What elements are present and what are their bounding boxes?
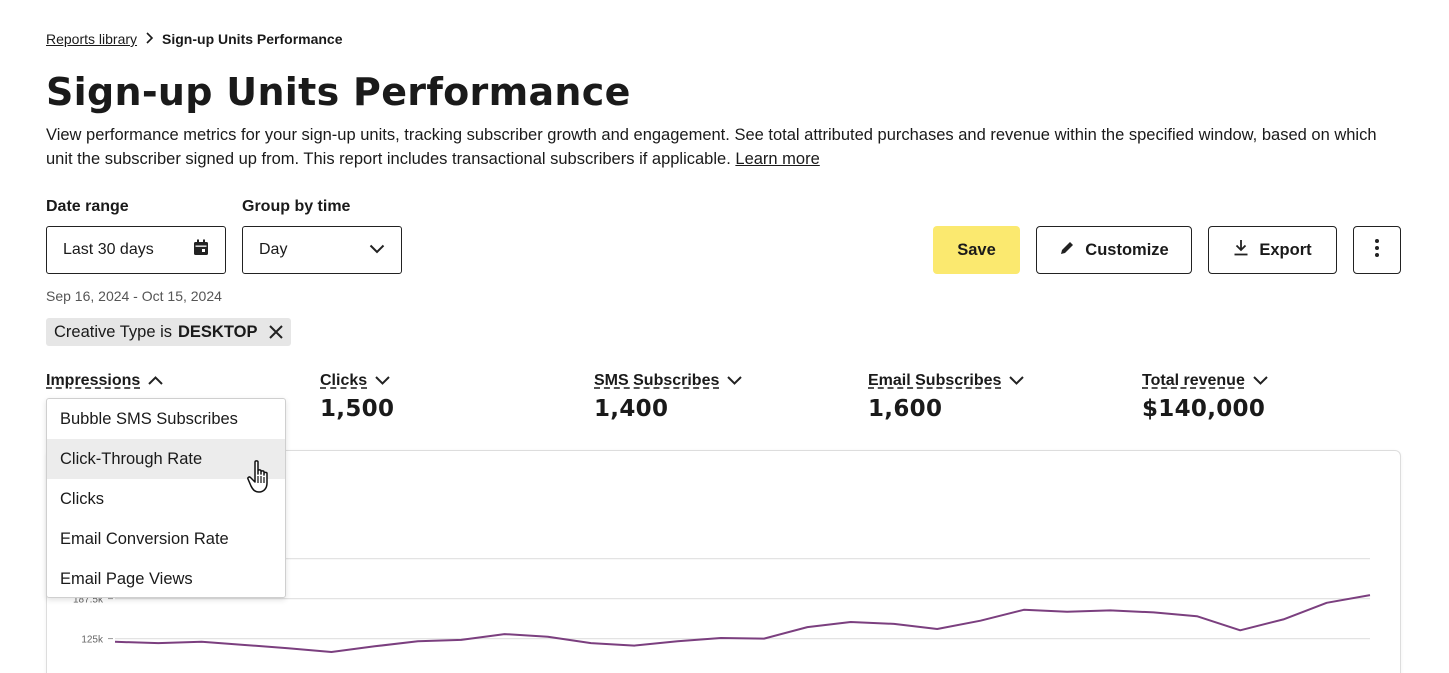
close-icon[interactable]	[269, 325, 284, 339]
page-description-text: View performance metrics for your sign-u…	[46, 126, 1377, 168]
learn-more-link[interactable]: Learn more	[735, 150, 820, 168]
metric-selector-sms-subscribes[interactable]: SMS Subscribes	[594, 372, 743, 390]
breadcrumb: Reports library Sign-up Units Performanc…	[46, 31, 343, 47]
dropdown-item[interactable]: Click-Through Rate	[47, 439, 285, 479]
chevron-down-icon	[375, 372, 390, 390]
metric-email-subscribes: Email Subscribes 1,600	[868, 372, 1025, 422]
page-description: View performance metrics for your sign-u…	[46, 123, 1396, 171]
date-range-picker[interactable]: Last 30 days	[46, 226, 226, 274]
date-span-text: Sep 16, 2024 - Oct 15, 2024	[46, 288, 222, 304]
dropdown-item[interactable]: Email Page Views	[60, 569, 193, 588]
pencil-icon	[1059, 240, 1075, 261]
metric-dropdown-menu: Bubble SMS Subscribes Click-Through Rate…	[46, 398, 286, 598]
download-icon	[1233, 239, 1249, 261]
metric-total-revenue: Total revenue $140,000	[1142, 372, 1268, 422]
y-tick-label: 187.5k	[73, 595, 104, 606]
dropdown-item[interactable]: Bubble SMS Subscribes	[60, 409, 238, 428]
metric-impressions: Impressions	[46, 372, 163, 390]
dropdown-item[interactable]: Email Conversion Rate	[60, 529, 229, 548]
metric-selector-total-revenue[interactable]: Total revenue	[1142, 372, 1268, 390]
date-range-label: Date range	[46, 198, 129, 215]
more-vertical-icon	[1375, 238, 1379, 262]
metric-selector-email-subscribes[interactable]: Email Subscribes	[868, 372, 1025, 390]
group-by-label: Group by time	[242, 198, 351, 215]
calendar-icon	[193, 239, 209, 261]
metric-label: SMS Subscribes	[594, 372, 720, 389]
metric-value: 1,600	[868, 396, 943, 422]
dropdown-item[interactable]: Clicks	[60, 489, 104, 508]
date-range-value: Last 30 days	[63, 241, 154, 258]
chevron-down-icon	[1253, 372, 1268, 390]
page-title: Sign-up Units Performance	[46, 70, 631, 114]
chevron-down-icon	[1009, 372, 1025, 390]
metric-label: Email Subscribes	[868, 372, 1002, 389]
y-tick-label: 125k	[81, 635, 104, 646]
more-options-button[interactable]	[1353, 226, 1401, 274]
save-button-label: Save	[957, 240, 996, 259]
metric-label: Total revenue	[1142, 372, 1245, 389]
line-chart: 125k 187.5k	[73, 557, 1371, 653]
metric-selector-clicks[interactable]: Clicks	[320, 372, 390, 390]
metric-label: Impressions	[46, 372, 141, 389]
filter-chip-prefix: Creative Type is	[54, 322, 172, 341]
chevron-down-icon	[369, 241, 385, 259]
metric-value: $140,000	[1142, 396, 1266, 422]
metric-selector-impressions[interactable]: Impressions	[46, 372, 163, 390]
series-line	[114, 594, 1371, 653]
group-by-select[interactable]: Day	[242, 226, 402, 274]
breadcrumb-current: Sign-up Units Performance	[162, 31, 343, 47]
customize-button[interactable]: Customize	[1036, 226, 1192, 274]
chevron-down-icon	[727, 372, 743, 390]
chevron-right-icon	[145, 31, 154, 47]
metric-value: 1,400	[594, 396, 669, 422]
filter-chip: Creative Type is DESKTOP	[46, 318, 292, 346]
hand-pointer-icon	[246, 459, 276, 500]
breadcrumb-reports-library-link[interactable]: Reports library	[46, 31, 138, 47]
metric-label: Clicks	[320, 372, 368, 389]
export-button[interactable]: Export	[1208, 226, 1337, 274]
save-button[interactable]: Save	[933, 226, 1020, 274]
metric-clicks: Clicks 1,500	[320, 372, 394, 422]
group-by-value: Day	[259, 241, 288, 258]
customize-button-label: Customize	[1085, 240, 1169, 259]
chevron-up-icon	[148, 372, 163, 390]
metric-sms-subscribes: SMS Subscribes 1,400	[594, 372, 743, 422]
export-button-label: Export	[1259, 240, 1312, 259]
metric-value: 1,500	[320, 396, 395, 422]
filter-chip-value: DESKTOP	[178, 322, 258, 341]
